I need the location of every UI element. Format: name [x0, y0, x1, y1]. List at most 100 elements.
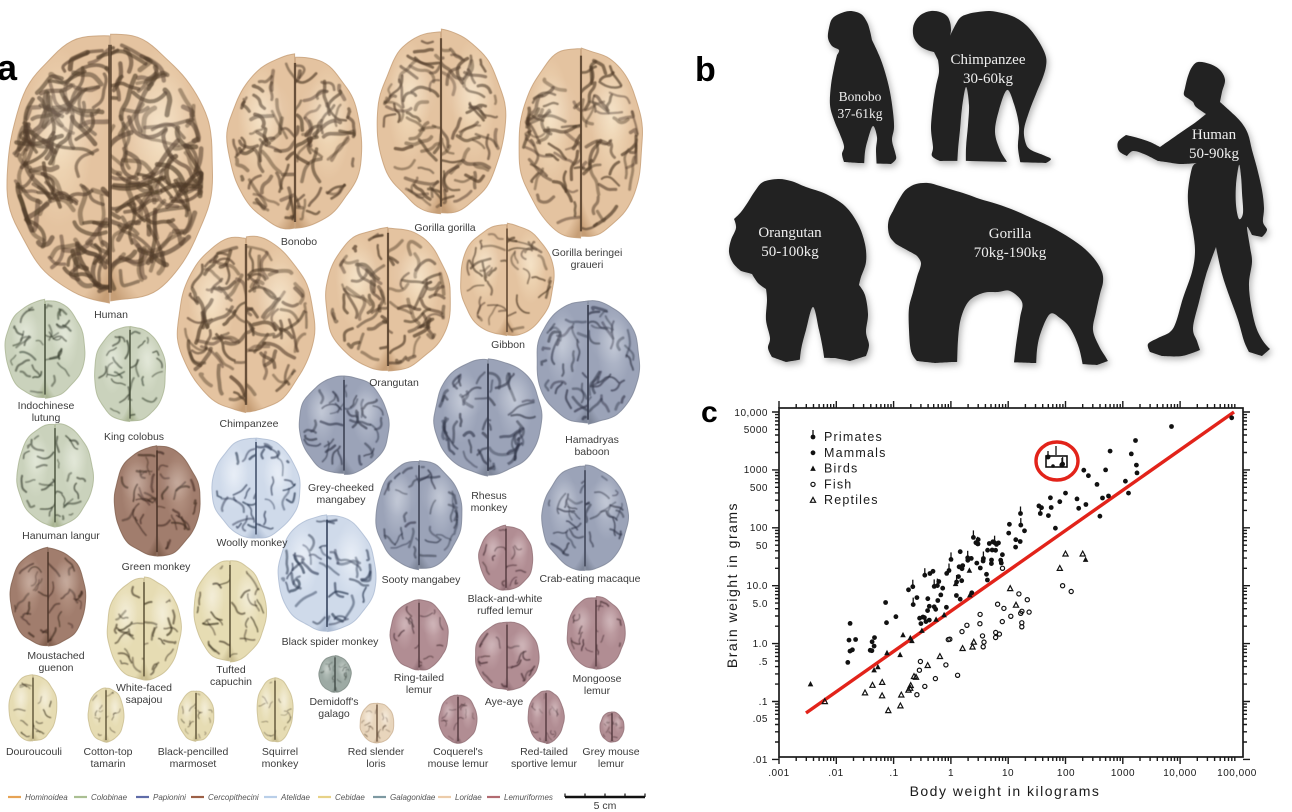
svg-text:Galagonidae: Galagonidae [390, 793, 436, 802]
svg-text:Bonobo: Bonobo [281, 236, 317, 248]
svg-text:Brain weight in grams: Brain weight in grams [724, 502, 740, 668]
svg-text:Moustached: Moustached [27, 650, 84, 662]
svg-text:Birds: Birds [824, 462, 858, 476]
svg-text:White-faced: White-faced [116, 682, 172, 694]
svg-text:mouse lemur: mouse lemur [428, 758, 489, 770]
svg-text:Grey-cheeked: Grey-cheeked [308, 482, 374, 494]
svg-text:Colobinae: Colobinae [91, 793, 128, 802]
svg-text:10,000: 10,000 [734, 408, 768, 419]
svg-text:tamarin: tamarin [90, 758, 125, 770]
svg-text:Indochinese: Indochinese [18, 400, 75, 412]
svg-text:5000: 5000 [744, 425, 768, 436]
svg-text:.05: .05 [753, 714, 768, 725]
svg-text:70kg-190kg: 70kg-190kg [974, 245, 1047, 261]
svg-text:capuchin: capuchin [210, 676, 252, 688]
svg-text:Douroucouli: Douroucouli [6, 746, 62, 758]
svg-text:.1: .1 [759, 697, 768, 708]
svg-text:10,000: 10,000 [1163, 768, 1197, 779]
svg-text:Tufted: Tufted [216, 664, 246, 676]
svg-text:Chimpanzee: Chimpanzee [951, 52, 1026, 68]
svg-text:Loridae: Loridae [455, 793, 482, 802]
svg-text:10: 10 [1002, 768, 1014, 779]
svg-text:Chimpanzee: Chimpanzee [220, 418, 279, 430]
svg-text:Grey mouse: Grey mouse [582, 746, 639, 758]
svg-text:Papionini: Papionini [153, 793, 186, 802]
svg-text:1: 1 [948, 768, 954, 779]
svg-text:.1: .1 [889, 768, 898, 779]
svg-text:Fish: Fish [824, 477, 852, 491]
svg-text:Rhesus: Rhesus [471, 490, 507, 502]
svg-text:King colobus: King colobus [104, 431, 164, 443]
svg-text:Primates: Primates [824, 430, 883, 444]
svg-text:Hanuman langur: Hanuman langur [22, 530, 100, 542]
svg-text:Lemuriformes: Lemuriformes [504, 793, 553, 802]
svg-text:Reptiles: Reptiles [824, 493, 879, 507]
svg-text:Cercopithecini: Cercopithecini [208, 793, 259, 802]
svg-text:marmoset: marmoset [170, 758, 217, 770]
svg-text:Squirrel: Squirrel [262, 746, 298, 758]
svg-text:50-90kg: 50-90kg [1189, 146, 1239, 162]
svg-text:lemur: lemur [598, 758, 625, 770]
svg-text:graueri: graueri [571, 259, 604, 271]
svg-text:galago: galago [318, 708, 350, 720]
svg-text:1000: 1000 [1111, 768, 1135, 779]
svg-text:monkey: monkey [471, 502, 509, 514]
svg-text:Ring-tailed: Ring-tailed [394, 672, 444, 684]
svg-text:Human: Human [1192, 127, 1237, 143]
svg-text:Aye-aye: Aye-aye [485, 696, 523, 708]
svg-text:a: a [0, 47, 18, 88]
svg-text:mangabey: mangabey [316, 494, 366, 506]
svg-text:100: 100 [1057, 768, 1075, 779]
svg-text:1000: 1000 [744, 465, 768, 476]
svg-text:.01: .01 [753, 755, 768, 766]
svg-text:1.0: 1.0 [753, 639, 768, 650]
svg-text:37-61kg: 37-61kg [838, 106, 883, 121]
svg-text:Cebidae: Cebidae [335, 793, 365, 802]
svg-text:Mammals: Mammals [824, 446, 887, 460]
svg-text:Crab-eating macaque: Crab-eating macaque [540, 573, 641, 585]
svg-text:c: c [701, 396, 718, 429]
svg-text:Orangutan: Orangutan [369, 377, 419, 389]
svg-text:lemur: lemur [406, 684, 433, 696]
svg-text:.01: .01 [828, 768, 843, 779]
svg-text:Woolly monkey: Woolly monkey [217, 537, 289, 549]
svg-text:b: b [695, 51, 716, 89]
svg-text:Green monkey: Green monkey [122, 561, 192, 573]
svg-text:lutung: lutung [32, 412, 61, 424]
svg-text:30-60kg: 30-60kg [963, 71, 1013, 87]
svg-text:Hamadryas: Hamadryas [565, 434, 619, 446]
svg-text:sapajou: sapajou [126, 694, 163, 706]
svg-text:Orangutan: Orangutan [758, 225, 822, 241]
svg-text:ruffed lemur: ruffed lemur [477, 605, 533, 617]
svg-text:guenon: guenon [38, 662, 73, 674]
svg-text:Bonobo: Bonobo [839, 89, 882, 104]
svg-text:Gorilla beringei: Gorilla beringei [552, 247, 623, 259]
svg-text:500: 500 [750, 483, 768, 494]
svg-text:100,000: 100,000 [1217, 768, 1257, 779]
svg-text:.5: .5 [759, 657, 768, 668]
svg-text:Body weight in kilograms: Body weight in kilograms [910, 783, 1101, 799]
svg-text:Black-and-white: Black-and-white [468, 593, 543, 605]
svg-text:Sooty mangabey: Sooty mangabey [382, 574, 462, 586]
svg-text:Black spider monkey: Black spider monkey [282, 636, 380, 648]
svg-text:Coquerel's: Coquerel's [433, 746, 483, 758]
svg-text:Hominoidea: Hominoidea [25, 793, 68, 802]
svg-text:.001: .001 [768, 768, 789, 779]
svg-text:monkey: monkey [262, 758, 300, 770]
svg-text:sportive lemur: sportive lemur [511, 758, 577, 770]
svg-text:Cotton-top: Cotton-top [83, 746, 132, 758]
svg-text:baboon: baboon [574, 446, 609, 458]
svg-text:50-100kg: 50-100kg [761, 244, 819, 260]
svg-text:Black-pencilled: Black-pencilled [158, 746, 229, 758]
svg-text:Red-tailed: Red-tailed [520, 746, 568, 758]
svg-text:Red slender: Red slender [348, 746, 405, 758]
svg-text:Demidoff's: Demidoff's [309, 696, 358, 708]
svg-text:50: 50 [756, 541, 768, 552]
svg-text:Human: Human [94, 309, 128, 321]
svg-text:Gorilla gorilla: Gorilla gorilla [414, 222, 475, 234]
svg-text:Gibbon: Gibbon [491, 339, 525, 351]
svg-text:Atelidae: Atelidae [280, 793, 310, 802]
svg-text:lemur: lemur [584, 685, 611, 697]
svg-text:10.0: 10.0 [747, 581, 768, 592]
svg-text:5.0: 5.0 [753, 599, 768, 610]
